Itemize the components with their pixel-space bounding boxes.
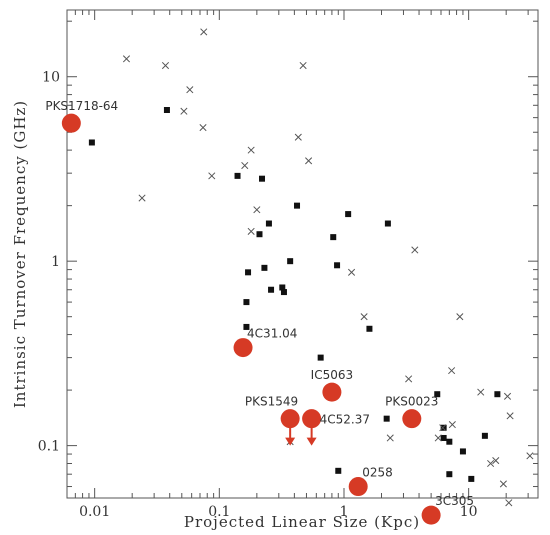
square-marker <box>261 264 268 271</box>
cross-marker <box>299 61 307 70</box>
square-marker <box>268 286 275 293</box>
y-tick-label: 10 <box>42 70 60 86</box>
cross-marker <box>208 172 216 180</box>
square-marker <box>330 234 337 241</box>
cross-marker <box>448 367 456 375</box>
highlight-marker <box>61 113 81 133</box>
axis-ticks <box>66 10 538 498</box>
cross-marker <box>199 124 207 132</box>
cross-marker <box>492 456 500 465</box>
cross-marker <box>499 480 507 488</box>
cross-marker <box>138 194 146 202</box>
square-marker <box>383 415 390 422</box>
cross-marker <box>241 161 249 170</box>
square-marker <box>163 107 170 114</box>
cross-marker <box>180 107 188 115</box>
highlight-marker <box>280 409 300 429</box>
x-tick-label: 0.01 <box>79 504 110 520</box>
x-tick-label: 0.1 <box>208 504 230 520</box>
square-marker <box>468 475 475 482</box>
point-label: 4C31.04 <box>247 327 297 341</box>
square-marker <box>243 323 250 330</box>
x-tick-label: 1 <box>340 504 349 520</box>
highlight-marker <box>233 338 253 358</box>
square-marker <box>287 258 294 265</box>
cross-marker <box>526 452 534 460</box>
cross-marker <box>487 459 495 468</box>
x-axis-label: Projected Linear Size (Kpc) <box>184 513 420 531</box>
square-marker <box>259 175 266 182</box>
point-label: PKS0023 <box>385 395 438 409</box>
data-markers <box>61 28 534 525</box>
cross-marker <box>439 424 447 432</box>
square-marker <box>459 448 466 455</box>
cross-marker <box>456 313 464 321</box>
y-tick-label: 0.1 <box>38 439 60 455</box>
cross-marker <box>200 28 208 36</box>
square-marker <box>446 471 453 478</box>
square-marker <box>366 325 373 332</box>
cross-marker <box>448 421 456 429</box>
highlight-marker <box>421 505 441 525</box>
y-tick-label: 1 <box>51 254 60 270</box>
cross-marker <box>503 392 512 400</box>
point-label: PKS1549 <box>245 395 298 409</box>
cross-marker <box>347 268 356 276</box>
y-axis-label: Intrinsic Turnover Frequency (GHz) <box>11 100 29 408</box>
square-marker <box>494 391 501 398</box>
square-marker <box>294 202 301 209</box>
cross-marker <box>161 61 170 70</box>
square-marker <box>256 231 263 238</box>
cross-marker <box>386 434 394 442</box>
cross-marker <box>247 146 255 154</box>
point-label: PKS1718-64 <box>45 99 118 113</box>
square-marker <box>446 438 453 445</box>
cross-marker <box>434 434 442 442</box>
point-annotations: PKS1718-64 4C31.04 IC5063 PKS0023 PKS1549 4C5… <box>45 99 474 508</box>
square-marker <box>234 172 241 179</box>
point-label: IC5063 <box>311 368 353 382</box>
highlight-marker <box>402 409 422 429</box>
cross-marker <box>405 375 413 383</box>
cross-marker <box>477 388 485 396</box>
square-marker <box>88 139 95 146</box>
cross-marker <box>253 206 261 214</box>
point-label: 0258 <box>362 466 393 480</box>
square-marker <box>265 220 272 227</box>
x-tick-label: 10 <box>460 504 478 520</box>
cross-marker <box>506 412 514 420</box>
square-marker <box>345 211 352 218</box>
cross-marker <box>122 55 131 63</box>
cross-marker <box>411 246 419 254</box>
square-marker <box>243 299 250 306</box>
plot-frame <box>66 9 539 499</box>
point-label: 4C52.37 <box>320 413 370 427</box>
upper-limit-arrow-head <box>306 437 317 446</box>
plot-area <box>66 9 539 499</box>
square-marker <box>335 467 342 474</box>
cross-marker <box>294 133 302 141</box>
square-marker <box>440 424 447 431</box>
square-marker <box>384 220 391 227</box>
square-marker <box>279 284 286 291</box>
cross-marker <box>505 499 513 507</box>
cross-marker <box>186 86 194 94</box>
square-marker <box>317 354 324 361</box>
square-marker <box>481 432 488 439</box>
highlight-marker <box>348 477 368 497</box>
cross-marker <box>247 227 255 235</box>
square-marker <box>440 434 447 441</box>
square-marker <box>280 289 287 296</box>
highlight-marker <box>302 409 322 429</box>
square-marker <box>434 391 441 398</box>
square-marker <box>334 262 341 269</box>
highlight-marker <box>322 382 342 402</box>
cross-marker <box>360 313 368 321</box>
square-marker <box>245 269 252 276</box>
point-label: 3C305 <box>435 494 474 508</box>
tick-labels: 0.01 0.1 1 10 0.1 1 10 <box>38 70 478 520</box>
upper-limit-arrow-head <box>285 437 296 446</box>
cross-marker <box>305 157 313 165</box>
